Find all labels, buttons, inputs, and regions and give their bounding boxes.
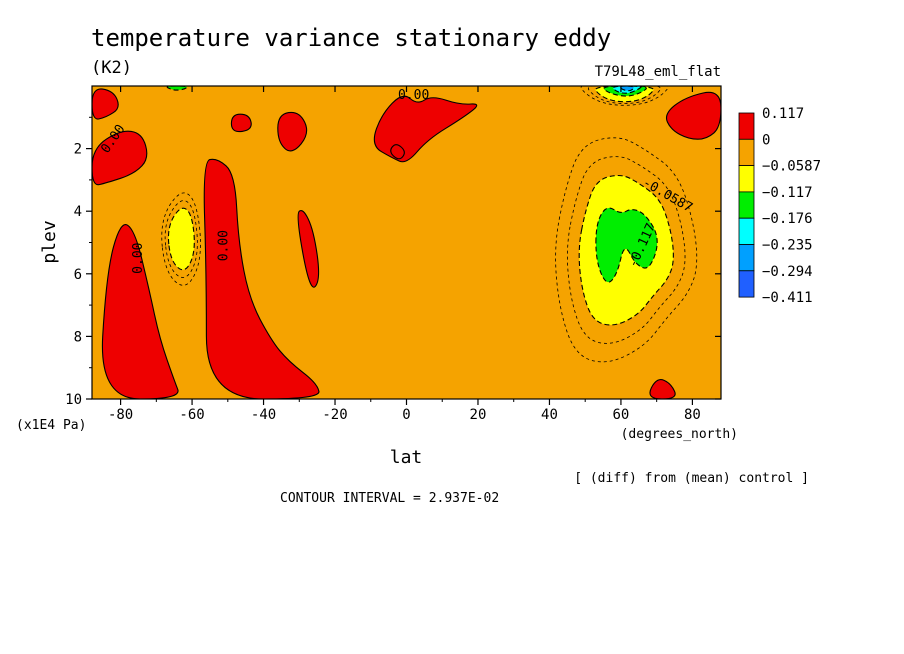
contour-region-positive [101, 224, 179, 399]
y-units-label: (x1E4 Pa) [16, 418, 86, 433]
y-tick-label: 6 [74, 267, 82, 283]
y-tick-label: 2 [74, 142, 82, 158]
contour-line-negative [161, 192, 201, 286]
legend-label: −0.117 [762, 185, 813, 201]
legend-swatch [738, 165, 755, 193]
negative-contour-lines [161, 86, 698, 363]
contour-region-negative [166, 86, 188, 91]
x-tick-label: -20 [322, 407, 347, 423]
legend-swatch [738, 270, 755, 298]
contour-interval: CONTOUR INTERVAL = 2.937E-02 [280, 491, 499, 506]
chart-units: (K2) [91, 58, 132, 78]
contour-region-positive [230, 113, 252, 133]
legend-swatch [738, 217, 755, 245]
contour-region-negative [595, 207, 658, 283]
y-tick-label: 8 [74, 329, 82, 345]
contour-label: 0.00 [131, 242, 146, 273]
y-tick-label: 4 [74, 204, 82, 220]
contour-region-positive [649, 378, 676, 399]
contour-line-negative [164, 200, 198, 278]
run-label: T79L48_eml_flat [595, 64, 721, 80]
legend-swatch [738, 191, 755, 219]
x-tick-label: 80 [684, 407, 701, 423]
contour-region-positive [92, 130, 148, 186]
contour-label: 0.00 [398, 88, 429, 103]
x-tick-label: 60 [613, 407, 630, 423]
legend-swatch [738, 138, 755, 167]
x-tick-label: 20 [470, 407, 487, 423]
contour-line-negative [587, 86, 662, 104]
legend-label: −0.411 [762, 290, 813, 306]
x-tick-label: 0 [402, 407, 410, 423]
plot-area [92, 86, 721, 399]
legend-label: −0.294 [762, 264, 813, 280]
contour-region-positive [297, 209, 320, 288]
contour-region-positive [665, 91, 721, 140]
y-tick-label: 10 [65, 392, 82, 408]
x-tick-label: 40 [541, 407, 558, 423]
y-axis-label: plev [39, 220, 60, 263]
x-tick-label: -40 [251, 407, 276, 423]
contour-region-negative [167, 207, 195, 271]
legend-label: 0 [762, 132, 770, 148]
contour-label: 0.00 [217, 230, 232, 261]
x-tick-label: -80 [108, 407, 133, 423]
color-legend: 0.117 0 −0.0587 −0.117 −0.176 −0.235 −0.294 −0.… [738, 106, 821, 306]
contour-region-positive [203, 158, 320, 399]
contour-line-negative [555, 137, 698, 363]
y-axis: 2 4 6 8 10 [65, 116, 721, 408]
contour-region-positive [277, 111, 308, 152]
legend-label: 0.117 [762, 106, 804, 122]
x-units-label: (degrees_north) [621, 427, 738, 442]
legend-label: −0.0587 [762, 159, 821, 175]
legend-swatch [738, 112, 755, 140]
diff-note: [ (diff) from (mean) control ] [574, 471, 809, 486]
contour-region-positive [373, 95, 478, 163]
contour-regions [92, 86, 721, 399]
x-axis: -80 -60 -40 -20 0 20 40 60 80 [108, 86, 701, 423]
contour-region-positive [92, 88, 119, 120]
legend-label: −0.235 [762, 238, 813, 254]
legend-swatch [738, 244, 755, 272]
x-axis-label: lat [390, 447, 423, 468]
contour-region-negative [619, 86, 635, 92]
contour-region-positive [390, 144, 405, 160]
contour-line-negative [567, 156, 686, 344]
legend-label: −0.176 [762, 211, 813, 227]
x-tick-label: -60 [179, 407, 204, 423]
chart-title: temperature variance stationary eddy [91, 24, 611, 52]
